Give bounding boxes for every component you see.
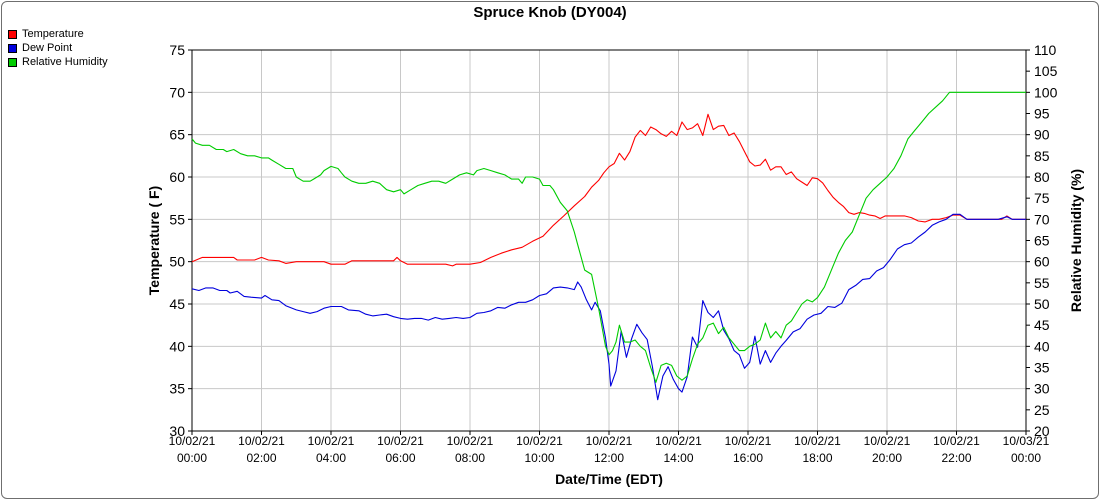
y-right-tick-label: 100 — [1034, 84, 1058, 100]
x-tick-label-time: 00:00 — [177, 451, 207, 465]
x-tick-label-time: 22:00 — [941, 451, 971, 465]
y-left-tick-label: 55 — [169, 211, 185, 227]
y-right-tick-label: 20 — [1034, 423, 1050, 439]
y-right-tick-label: 45 — [1034, 317, 1050, 333]
y-right-tick-label: 30 — [1034, 381, 1050, 397]
relative-humidity-line — [191, 91, 1026, 383]
legend-swatch-dew-point — [8, 43, 17, 53]
x-tick-label-time: 16:00 — [733, 451, 763, 465]
y-right-tick-label: 75 — [1034, 190, 1050, 206]
legend-item-relative-humidity: Relative Humidity — [8, 55, 108, 69]
x-tick-label-time: 04:00 — [316, 451, 346, 465]
y-right-tick-label: 90 — [1034, 127, 1050, 143]
x-tick-label-time: 14:00 — [663, 451, 693, 465]
x-tick-label-date: 10/02/21 — [933, 434, 980, 448]
x-tick-label-time: 06:00 — [385, 451, 415, 465]
x-tick-label-date: 10/02/21 — [238, 434, 285, 448]
x-tick-label-time: 12:00 — [594, 451, 624, 465]
x-axis-title: Date/Time (EDT) — [555, 471, 663, 487]
y-right-tick-label: 60 — [1034, 254, 1050, 270]
x-tick-label-date: 10/02/21 — [308, 434, 355, 448]
y-right-tick-label: 80 — [1034, 169, 1050, 185]
x-tick-label-time: 08:00 — [455, 451, 485, 465]
y-left-tick-label: 50 — [169, 254, 185, 270]
y-right-tick-label: 40 — [1034, 338, 1050, 354]
legend-label-relative-humidity: Relative Humidity — [22, 56, 108, 68]
x-tick-label-date: 10/02/21 — [377, 434, 424, 448]
x-tick-label-date: 10/02/21 — [864, 434, 911, 448]
y-right-tick-label: 110 — [1034, 42, 1057, 58]
dew-point-line — [191, 213, 1026, 401]
legend-label-temperature: Temperature — [22, 28, 84, 40]
x-tick-label-date: 10/02/21 — [725, 434, 772, 448]
x-tick-label-date: 10/02/21 — [655, 434, 702, 448]
x-tick-label-time: 02:00 — [246, 451, 276, 465]
legend-item-dew-point: Dew Point — [8, 41, 108, 55]
x-tick-label-time: 18:00 — [802, 451, 832, 465]
plot-area-border — [191, 49, 1027, 432]
y-left-tick-label: 70 — [169, 84, 185, 100]
y-right-tick-label: 25 — [1034, 402, 1050, 418]
x-tick-label-time: 00:00 — [1011, 451, 1041, 465]
y-right-tick-label: 55 — [1034, 275, 1050, 291]
y-right-axis-title: Relative Humidity (%) — [1068, 169, 1084, 312]
x-tick-label-date: 10/02/21 — [516, 434, 563, 448]
chart-legend: Temperature Dew Point Relative Humidity — [8, 27, 108, 69]
y-left-tick-label: 60 — [169, 169, 185, 185]
y-left-tick-label: 45 — [169, 296, 185, 312]
temperature-line — [191, 113, 1026, 267]
x-tick-label-time: 10:00 — [524, 451, 554, 465]
chart-title: Spruce Knob (DY004) — [473, 4, 627, 21]
legend-swatch-temperature — [8, 29, 17, 39]
x-tick-label-time: 20:00 — [872, 451, 902, 465]
y-right-tick-label: 70 — [1034, 211, 1050, 227]
y-left-tick-label: 65 — [169, 127, 185, 143]
y-left-tick-label: 40 — [169, 338, 185, 354]
y-right-tick-label: 105 — [1034, 63, 1058, 79]
legend-label-dew-point: Dew Point — [22, 42, 73, 54]
y-right-tick-label: 50 — [1034, 296, 1050, 312]
y-left-tick-label: 75 — [169, 42, 185, 58]
y-right-tick-label: 95 — [1034, 106, 1050, 122]
y-left-tick-label: 30 — [169, 423, 185, 439]
y-right-tick-label: 85 — [1034, 148, 1050, 164]
y-left-tick-label: 35 — [169, 381, 185, 397]
x-tick-label-date: 10/03/21 — [1003, 434, 1050, 448]
legend-item-temperature: Temperature — [8, 27, 108, 41]
y-right-tick-label: 65 — [1034, 233, 1050, 249]
x-tick-label-date: 10/02/21 — [447, 434, 494, 448]
x-tick-label-date: 10/02/21 — [169, 434, 216, 448]
x-tick-label-date: 10/02/21 — [794, 434, 841, 448]
y-right-tick-label: 35 — [1034, 360, 1050, 376]
legend-swatch-relative-humidity — [8, 57, 17, 67]
y-left-axis-title: Temperature ( F) — [146, 186, 162, 295]
x-tick-label-date: 10/02/21 — [586, 434, 633, 448]
